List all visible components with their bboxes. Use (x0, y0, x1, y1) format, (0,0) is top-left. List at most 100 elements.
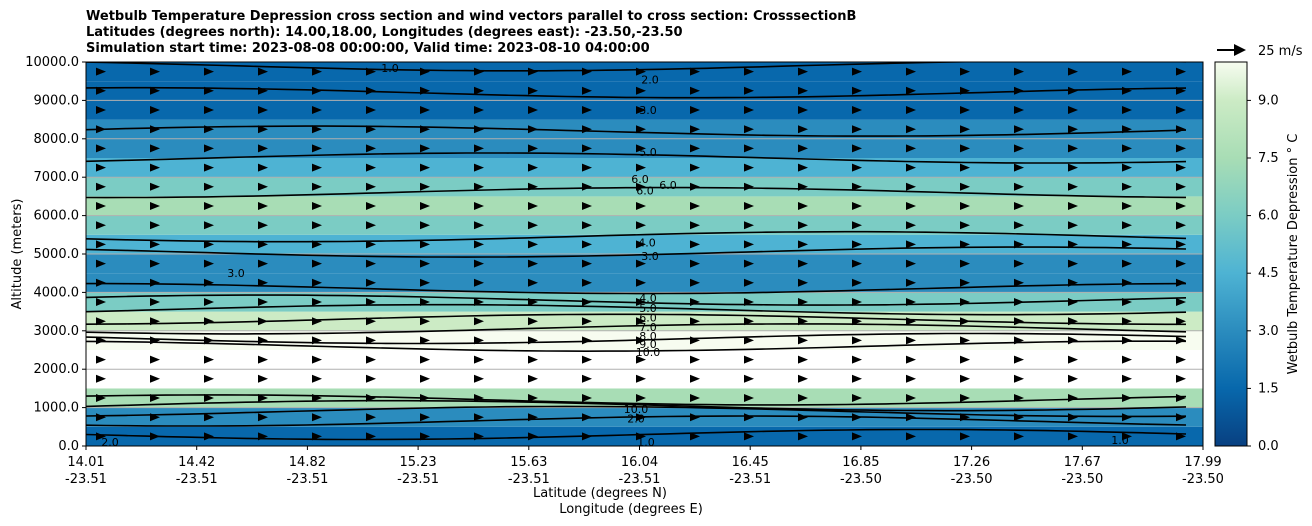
x-tick-label-lat: 17.26 (953, 455, 990, 470)
wind-vector (582, 413, 592, 422)
wind-vector (96, 125, 106, 134)
contour-line (86, 86, 1187, 99)
wind-vector (582, 86, 592, 95)
wind-vector (906, 125, 916, 134)
wind-vector (312, 67, 322, 76)
wind-vector (474, 413, 484, 422)
wind-vector (366, 67, 376, 76)
wind-vector (1122, 163, 1132, 172)
wind-vector (258, 67, 268, 76)
wind-vector (1068, 259, 1078, 268)
wind-vector (1122, 202, 1132, 210)
wind-vector (1068, 413, 1078, 422)
wind-vector (258, 355, 268, 364)
wind-vector (204, 163, 214, 172)
wind-vector (474, 298, 484, 306)
wind-vector (960, 106, 970, 114)
x-tick-label-lon: -23.51 (176, 472, 218, 487)
wind-vector (150, 298, 160, 306)
wind-vector (906, 240, 916, 249)
wind-vector (798, 336, 808, 345)
wind-vector (150, 317, 160, 326)
wind-vector (150, 125, 160, 134)
wind-vector (312, 144, 322, 153)
wind-vector (1122, 144, 1132, 153)
wind-vector (312, 163, 322, 172)
wind-vector (582, 259, 592, 268)
contour-line (86, 246, 1187, 258)
y-axis-ticks: 0.0 1000.0 2000.0 3000.0 4000.0 5000.0 6000.0 7… (25, 55, 86, 454)
wind-vector (528, 432, 538, 441)
wind-vector (204, 182, 214, 191)
wind-vector (366, 317, 376, 326)
x-tick-label-lat: 17.67 (1064, 455, 1101, 470)
contour-label: 6.0 (639, 311, 657, 324)
wind-vector (420, 278, 430, 287)
wind-vector (1122, 336, 1132, 345)
wind-vector (852, 67, 862, 76)
wind-vector (312, 317, 322, 326)
wind-vector (1176, 298, 1186, 306)
wind-vector (528, 259, 538, 268)
wind-vector (312, 221, 322, 230)
wind-vector (744, 86, 754, 95)
x-tick-label-lon: -23.51 (619, 472, 661, 487)
x-axis-label-longitude: Longitude (degrees E) (559, 502, 703, 517)
x-tick-label-lat: 16.85 (842, 455, 879, 470)
wind-vector (906, 432, 916, 441)
wind-vector (312, 394, 322, 402)
wind-vector (150, 182, 160, 191)
wind-vector (528, 163, 538, 172)
contour-label: 5.0 (639, 146, 657, 159)
contour-label: 6.0 (631, 173, 649, 186)
wind-vector (420, 144, 430, 153)
wind-vector (312, 336, 322, 345)
wind-vector (1122, 317, 1132, 326)
wind-vector (798, 432, 808, 441)
wind-vector (1014, 317, 1024, 326)
y-axis-label: Altitude (meters) (10, 199, 25, 310)
wind-vector (744, 298, 754, 306)
contour-line (86, 323, 1187, 335)
contour-label: 3.0 (641, 250, 659, 263)
wind-vector (1014, 278, 1024, 287)
wind-vector (960, 67, 970, 76)
x-tick-label-lat: 14.01 (67, 455, 104, 470)
wind-vector (798, 317, 808, 326)
wind-vector (906, 221, 916, 230)
wind-vector (528, 336, 538, 345)
wind-vector (636, 221, 646, 230)
wind-vector (798, 298, 808, 306)
wind-vector (636, 259, 646, 268)
wind-vector (906, 374, 916, 383)
wind-vector (474, 278, 484, 287)
wind-vector (96, 182, 106, 191)
wind-vector (420, 240, 430, 249)
wind-vector (960, 182, 970, 191)
wind-vector (420, 413, 430, 422)
wind-vector (852, 336, 862, 345)
wind-vector (906, 106, 916, 114)
wind-vector (474, 182, 484, 191)
wind-vector (420, 432, 430, 441)
x-tick-label-lon: -23.50 (840, 472, 882, 487)
y-tick-label: 3000.0 (34, 324, 80, 339)
x-tick-label-lat: 14.42 (178, 455, 215, 470)
wind-vector (420, 317, 430, 326)
wind-vector (582, 432, 592, 441)
wind-vector (798, 67, 808, 76)
wind-vector (204, 144, 214, 153)
x-axis-label-latitude: Latitude (degrees N) (533, 486, 667, 501)
wind-vector (798, 374, 808, 383)
wind-vector (582, 355, 592, 364)
wind-vector (690, 221, 700, 230)
wind-vector (852, 278, 862, 287)
wind-vector (1068, 336, 1078, 345)
wind-vector (690, 86, 700, 95)
wind-vector (1068, 240, 1078, 249)
wind-vector (1122, 355, 1132, 364)
wind-vector (258, 240, 268, 249)
wind-vector (690, 67, 700, 76)
wind-vector (258, 144, 268, 153)
wind-vector (798, 355, 808, 364)
